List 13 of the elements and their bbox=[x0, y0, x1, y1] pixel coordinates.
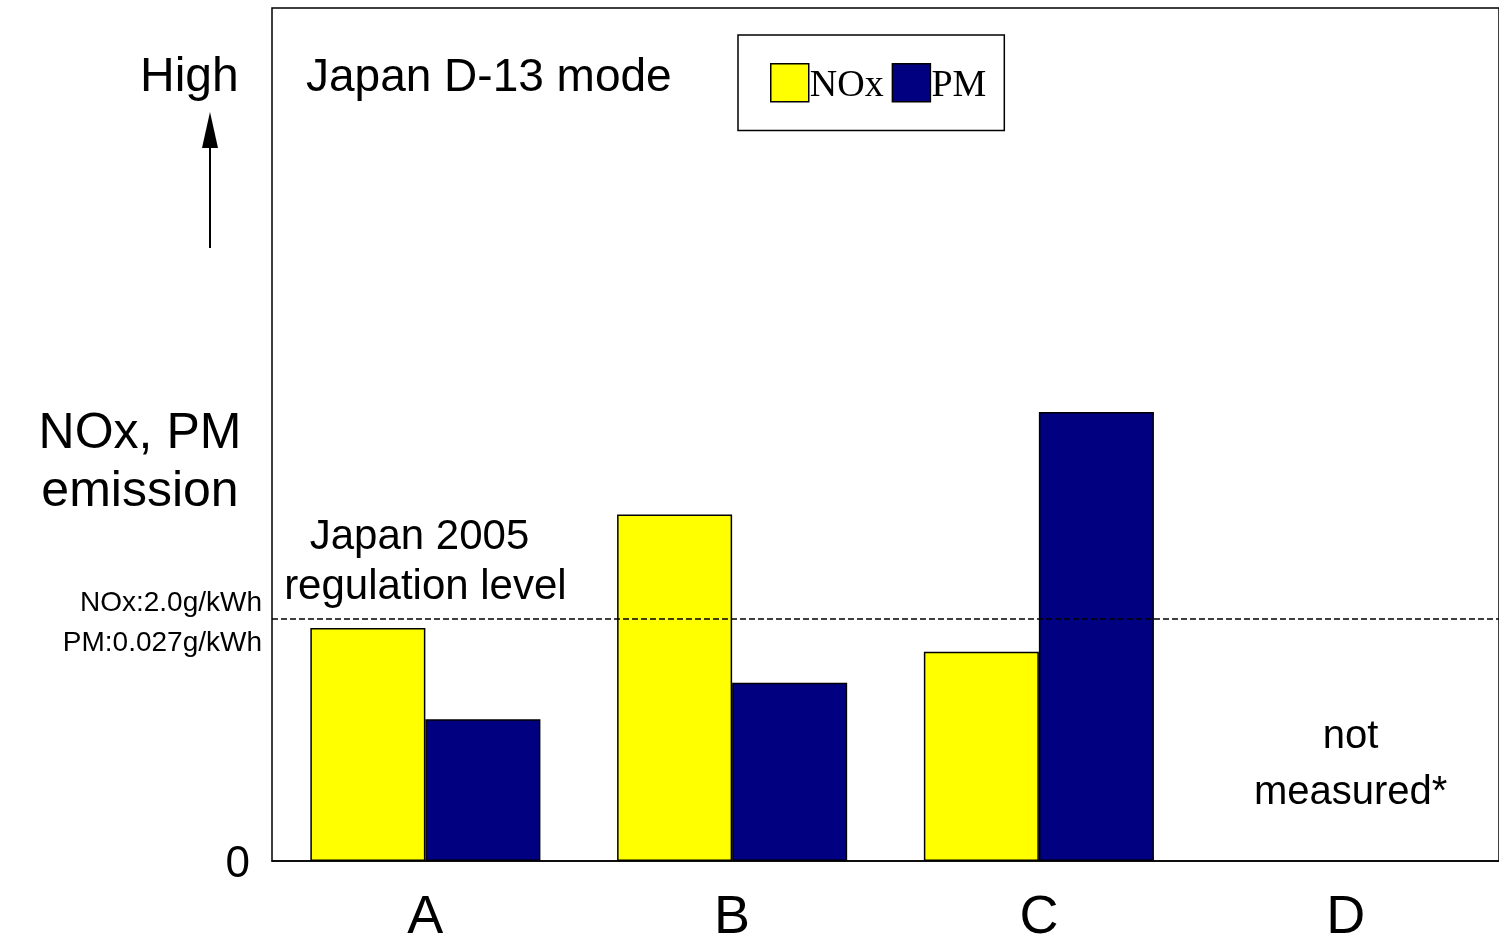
x-tick-label: A bbox=[407, 884, 444, 941]
text: NOx:2.0g/kWh PM:0.027g/kWh bbox=[61, 584, 262, 659]
x-tick-label: B bbox=[714, 884, 751, 941]
x-tick-label: D bbox=[1326, 884, 1366, 941]
text: 0 bbox=[225, 836, 251, 886]
text: High bbox=[140, 47, 239, 101]
annotation: not measured* bbox=[1252, 711, 1449, 814]
annotation: Japan 2005 regulation level bbox=[284, 511, 567, 609]
legend-label: NOx bbox=[809, 61, 884, 104]
legend-label: PM bbox=[931, 61, 987, 104]
chart-title: Japan D-13 mode bbox=[306, 49, 672, 101]
x-tick-label: C bbox=[1019, 884, 1059, 941]
y-axis-title: NOx, PM emission bbox=[37, 402, 243, 518]
